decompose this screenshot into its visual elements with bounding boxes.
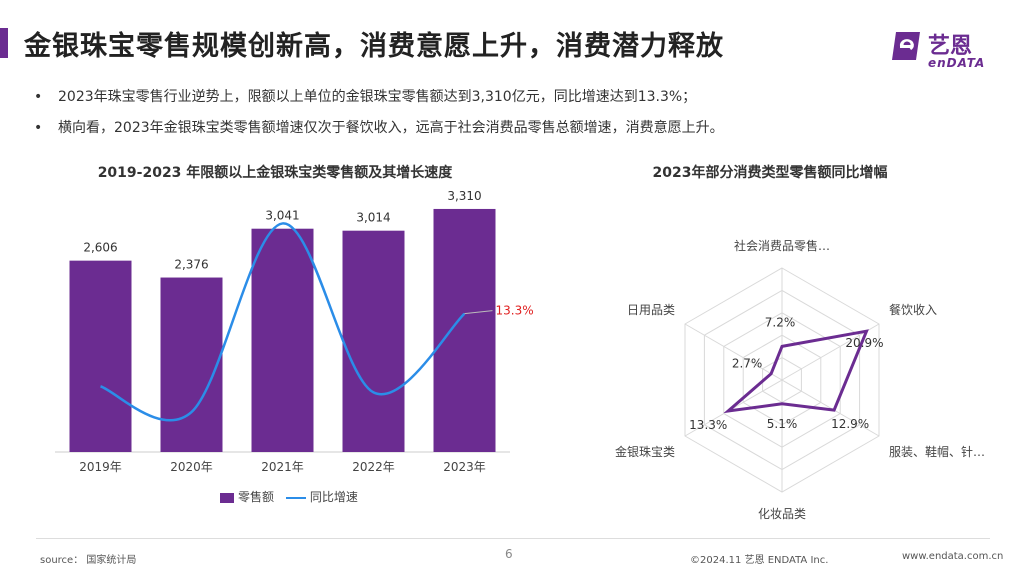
footer-divider <box>36 538 990 539</box>
summary-bullets: 2023年珠宝零售行业逆势上，限额以上单位的金银珠宝零售额达到3,310亿元，同… <box>34 82 994 144</box>
page-title: 金银珠宝零售规模创新高，消费意愿上升，消费潜力释放 <box>24 31 724 62</box>
radar-value-label: 5.1% <box>767 417 798 431</box>
radar-axis-label: 餐饮收入 <box>889 302 937 317</box>
bar-1 <box>69 260 132 452</box>
legend-label-sales: 零售额 <box>238 490 275 504</box>
bar-value-label: 3,041 <box>265 209 299 223</box>
brand-logo: 艺恩 enDATA <box>888 24 998 74</box>
bar-value-label: 2,376 <box>174 258 208 272</box>
radar-value-label: 13.3% <box>689 418 727 432</box>
radar-axis-label: 金银珠宝类 <box>615 444 675 459</box>
legend-swatch-bar <box>220 492 234 503</box>
footer-copyright: ©2024.11 艺恩 ENDATA Inc. <box>690 555 829 566</box>
radar-value-label: 2.7% <box>732 357 763 371</box>
bullet-item: 横向看，2023年金银珠宝类零售额增速仅次于餐饮收入，远高于社会消费品零售总额增… <box>34 113 994 144</box>
bar-chart-legend: 零售额 同比增速 <box>220 488 366 504</box>
footer-website: www.endata.com.cn <box>902 551 1004 562</box>
bar-value-label: 3,310 <box>447 189 481 203</box>
radar-series-polygon <box>723 329 869 414</box>
x-tick-label: 2019年 <box>79 460 122 474</box>
x-tick-label: 2021年 <box>261 460 304 474</box>
legend-label-growth: 同比增速 <box>309 490 358 504</box>
radar-spoke <box>781 379 880 437</box>
x-tick-label: 2023年 <box>443 460 486 474</box>
growth-line <box>100 222 466 422</box>
legend-item-sales: 零售额 <box>220 488 274 505</box>
bar-2 <box>160 277 223 452</box>
logo-text-cn: 艺恩 <box>928 34 973 59</box>
title-accent-bar <box>0 28 8 58</box>
radar-spoke <box>684 323 783 381</box>
legend-item-growth: 同比增速 <box>285 488 358 505</box>
radar-value-label: 20.9% <box>845 336 883 350</box>
bar-5 <box>433 208 496 452</box>
radar-axis-label: 化妆品类 <box>758 507 806 521</box>
x-tick-label: 2022年 <box>352 460 395 474</box>
x-tick-label: 2020年 <box>170 460 213 474</box>
radar-value-label: 12.9% <box>831 417 869 431</box>
radar-chart-title: 2023年部分消费类型零售额同比增幅 <box>652 165 888 181</box>
radar-value-label: 7.2% <box>765 315 796 329</box>
growth-value-label: 13.3% <box>496 304 534 318</box>
radar-axis-label: 服装、鞋帽、针… <box>889 444 985 459</box>
radar-axis-label: 日用品类 <box>627 303 675 317</box>
endata-logo-icon <box>892 32 920 60</box>
bar-value-label: 2,606 <box>83 241 117 255</box>
bar-4 <box>342 230 405 452</box>
bullet-item: 2023年珠宝零售行业逆势上，限额以上单位的金银珠宝零售额达到3,310亿元，同… <box>34 82 994 113</box>
bar-value-label: 3,014 <box>356 211 390 225</box>
page-number: 6 <box>505 547 513 561</box>
growth-label-leader <box>464 310 493 315</box>
bar-chart-title: 2019-2023 年限额以上金银珠宝类零售额及其增长速度 <box>97 165 453 181</box>
logo-text-en: enDATA <box>928 56 986 70</box>
radar-axis-label: 社会消费品零售… <box>734 238 830 253</box>
legend-swatch-line <box>285 496 306 499</box>
bar-3 <box>251 228 314 452</box>
footer-source: source： 国家统计局 <box>40 555 137 566</box>
